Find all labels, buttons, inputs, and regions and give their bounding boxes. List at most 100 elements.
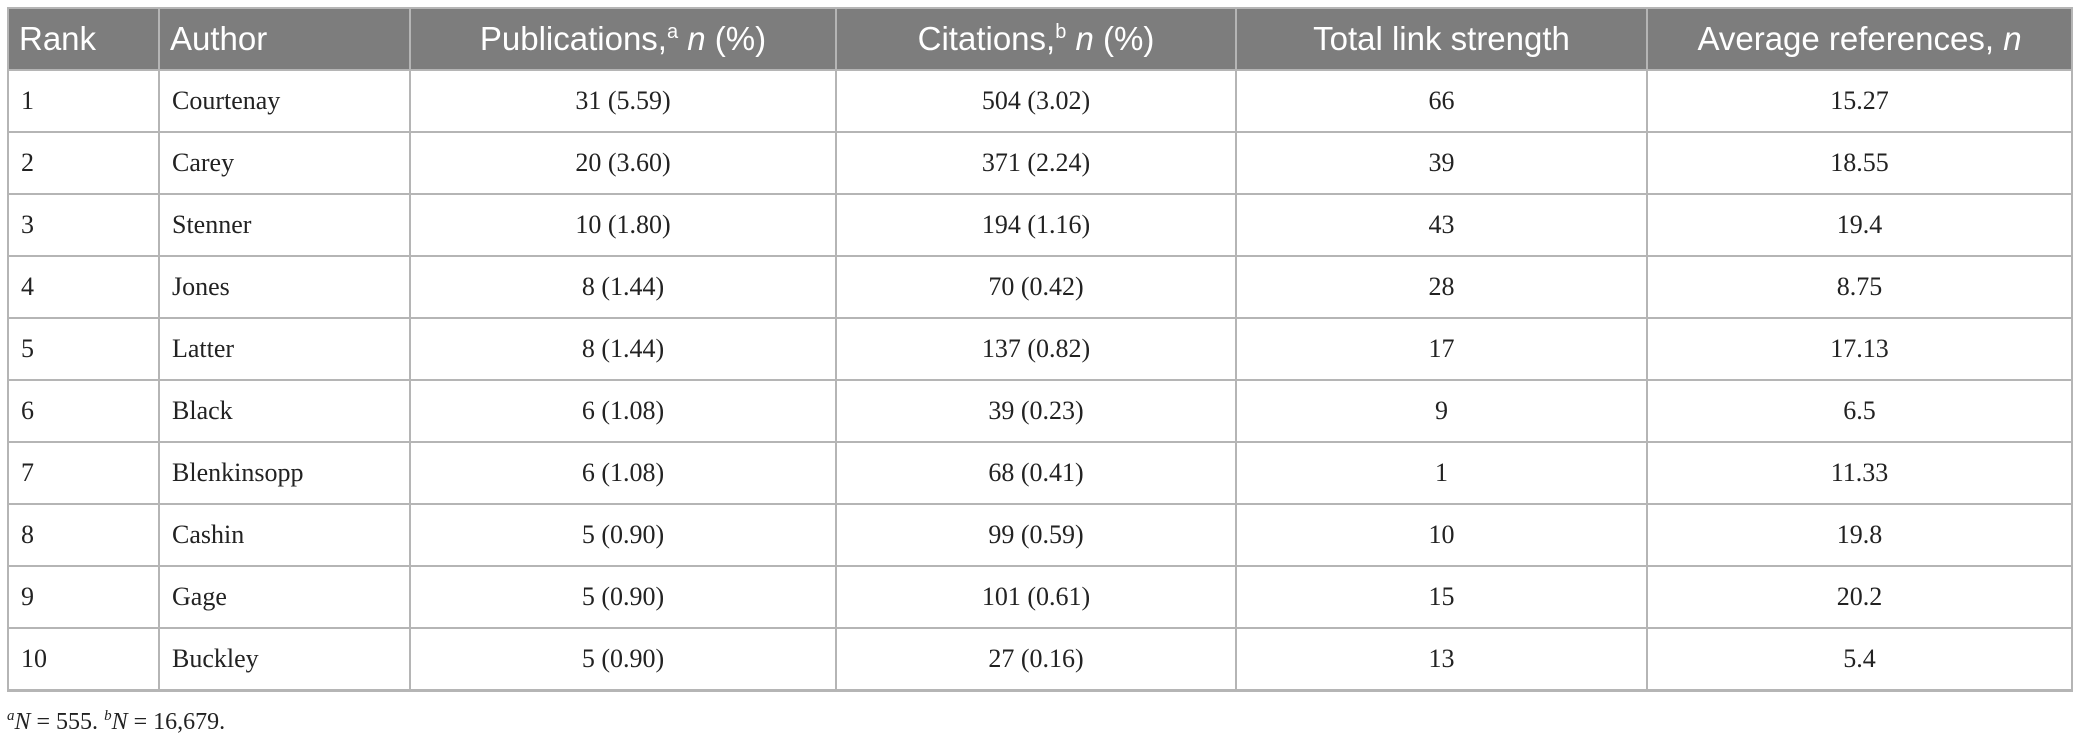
table-row: 10 Buckley 5 (0.90) 27 (0.16) 13 5.4 (7, 627, 2073, 692)
table-cell: 8 (1.44) (409, 317, 837, 381)
table-cell: 101 (0.61) (835, 565, 1237, 629)
header-cell: Citations,b n (%) (835, 7, 1237, 71)
table-cell: 1 (1235, 441, 1648, 505)
header-text: Author (170, 20, 268, 57)
table-cell: 2 (7, 131, 160, 195)
header-text: Total link strength (1313, 20, 1570, 57)
table-cell: 13 (1235, 627, 1648, 692)
header-cell: Total link strength (1235, 7, 1648, 71)
footnote-text: = 555. (36, 709, 99, 735)
table-cell: Black (158, 379, 411, 443)
table-cell: Cashin (158, 503, 411, 567)
table-row: 7 Blenkinsopp 6 (1.08) 68 (0.41) 1 11.33 (7, 441, 2073, 505)
table-cell: 1 (7, 69, 160, 133)
table-cell: Blenkinsopp (158, 441, 411, 505)
table-cell: 5 (0.90) (409, 627, 837, 692)
table-cell: Jones (158, 255, 411, 319)
table-cell: 3 (7, 193, 160, 257)
table-cell: 7 (7, 441, 160, 505)
table-cell: 5 (0.90) (409, 565, 837, 629)
table-cell: 20.2 (1646, 565, 2073, 629)
table-body: 1 Courtenay 31 (5.59) 504 (3.02) 66 15.27 2 Car… (7, 69, 2073, 692)
header-superscript: b (1055, 21, 1067, 43)
table-cell: 194 (1.16) (835, 193, 1237, 257)
table-cell: 15.27 (1646, 69, 2073, 133)
table-cell: 11.33 (1646, 441, 2073, 505)
table-cell: Buckley (158, 627, 411, 692)
header-text: Average references, (1697, 20, 1995, 57)
header-text: Publications, (479, 20, 667, 57)
table-cell: Gage (158, 565, 411, 629)
table-cell: 19.8 (1646, 503, 2073, 567)
header-superscript: a (666, 21, 679, 43)
header-text: Citations, (917, 20, 1056, 57)
header-cell: Publications,a n (%) (409, 7, 837, 71)
table-cell: Carey (158, 131, 411, 195)
table-cell: 17.13 (1646, 317, 2073, 381)
footnote-marker: a (7, 708, 15, 724)
footnote: aN = 555. bN = 16,679. (7, 708, 225, 736)
table-cell: 9 (7, 565, 160, 629)
header-italic: n (2003, 20, 2022, 57)
table-cell: Courtenay (158, 69, 411, 133)
header-text: (%) (1103, 20, 1155, 57)
header-cell: Author (158, 7, 411, 71)
table-cell: 39 (0.23) (835, 379, 1237, 443)
table-cell: 68 (0.41) (835, 441, 1237, 505)
footnote-symbol: N (14, 709, 31, 735)
table-cell: Stenner (158, 193, 411, 257)
table-cell: 6 (1.08) (409, 379, 837, 443)
table-cell: 15 (1235, 565, 1648, 629)
table-cell: 8 (1.44) (409, 255, 837, 319)
header-row: Rank Author Publications,a n (%) Citations,… (7, 7, 2073, 71)
table-cell: 8 (7, 503, 160, 567)
table-row: 8 Cashin 5 (0.90) 99 (0.59) 10 19.8 (7, 503, 2073, 567)
header-text: (%) (714, 20, 767, 57)
table-row: 1 Courtenay 31 (5.59) 504 (3.02) 66 15.27 (7, 69, 2073, 133)
table-cell: 5 (7, 317, 160, 381)
table-cell: 504 (3.02) (835, 69, 1237, 133)
header-italic: n (1075, 20, 1094, 57)
table-cell: 5 (0.90) (409, 503, 837, 567)
table-cell: 18.55 (1646, 131, 2073, 195)
footnote-text: = 16,679. (133, 709, 226, 735)
table-cell: 6.5 (1646, 379, 2073, 443)
table-cell: 39 (1235, 131, 1648, 195)
table-cell: 99 (0.59) (835, 503, 1237, 567)
table-cell: 20 (3.60) (409, 131, 837, 195)
table-cell: 8.75 (1646, 255, 2073, 319)
table-cell: 4 (7, 255, 160, 319)
header-text: Rank (19, 20, 97, 57)
table-cell: 10 (1235, 503, 1648, 567)
table-cell: 6 (7, 379, 160, 443)
table-cell: 371 (2.24) (835, 131, 1237, 195)
table-row: 9 Gage 5 (0.90) 101 (0.61) 15 20.2 (7, 565, 2073, 629)
header-cell: Average references, n (1646, 7, 2073, 71)
table-cell: 10 (1.80) (409, 193, 837, 257)
table-cell: 19.4 (1646, 193, 2073, 257)
table-cell: Latter (158, 317, 411, 381)
table-cell: 43 (1235, 193, 1648, 257)
table-cell: 137 (0.82) (835, 317, 1237, 381)
table-cell: 66 (1235, 69, 1648, 133)
table-row: 2 Carey 20 (3.60) 371 (2.24) 39 18.55 (7, 131, 2073, 195)
footnote-symbol: N (111, 709, 128, 735)
table-cell: 27 (0.16) (835, 627, 1237, 692)
table-cell: 70 (0.42) (835, 255, 1237, 319)
header-cell: Rank (7, 7, 160, 71)
table-cell: 28 (1235, 255, 1648, 319)
table-row: 3 Stenner 10 (1.80) 194 (1.16) 43 19.4 (7, 193, 2073, 257)
table-cell: 10 (7, 627, 160, 692)
footnote-marker: b (104, 708, 112, 724)
table-row: 4 Jones 8 (1.44) 70 (0.42) 28 8.75 (7, 255, 2073, 319)
header-italic: n (687, 20, 706, 57)
table-cell: 31 (5.59) (409, 69, 837, 133)
table-row: 5 Latter 8 (1.44) 137 (0.82) 17 17.13 (7, 317, 2073, 381)
table-cell: 9 (1235, 379, 1648, 443)
table-cell: 17 (1235, 317, 1648, 381)
table-cell: 6 (1.08) (409, 441, 837, 505)
author-table: Rank Author Publications,a n (%) Citations,… (7, 7, 2073, 692)
table-row: 6 Black 6 (1.08) 39 (0.23) 9 6.5 (7, 379, 2073, 443)
table-cell: 5.4 (1646, 627, 2073, 692)
